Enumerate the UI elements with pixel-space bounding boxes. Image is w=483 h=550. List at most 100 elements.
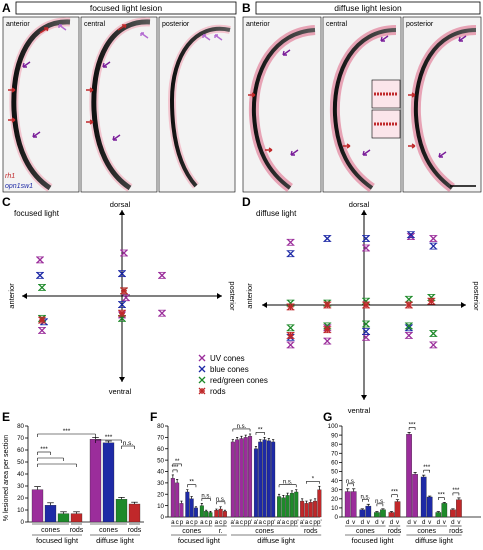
marker-stroke (405, 322, 413, 330)
significance-label: *** (171, 465, 179, 471)
bar (266, 440, 271, 518)
arrow-icon (458, 35, 467, 42)
data-point (405, 301, 413, 309)
bar (185, 491, 190, 518)
data-point (118, 309, 126, 317)
x-tick-label: v (381, 519, 385, 526)
x-tick-label: p (267, 519, 271, 526)
bar (239, 438, 244, 518)
axis-c-ventral: ventral (109, 387, 132, 396)
data-point (405, 322, 413, 330)
x-tick-label: p (209, 519, 213, 526)
x-tick-label: a (305, 519, 309, 526)
arrow-icon (39, 27, 49, 34)
bar (31, 489, 44, 523)
significance-label: *** (40, 446, 48, 453)
chart-e: 0 10 20 30 40 50 60 70 80 *** *** *** n.s. cones rods c… (17, 423, 144, 545)
data-point (38, 316, 46, 324)
bar (208, 512, 213, 518)
panel-a-title-box (15, 1, 237, 15)
bar (300, 500, 305, 518)
bar (277, 496, 282, 518)
panel-e: E % lesioned area per section 0 10 20 30 40 5… (2, 410, 144, 545)
panel-b: B diffuse light lesion anterior central … (242, 1, 482, 193)
marker-stroke (38, 283, 46, 291)
arrow-icon (8, 87, 16, 93)
bar (365, 505, 372, 518)
marker-stroke (407, 231, 415, 239)
label-b-central: central (326, 21, 347, 28)
arrow-icon (265, 147, 273, 153)
legend-marker-icon (198, 365, 206, 373)
x-tick-label: p (223, 519, 227, 526)
data-point (287, 238, 295, 246)
bar (57, 513, 70, 523)
x-tick-label: v (428, 519, 432, 526)
x-tick-label: p (290, 519, 294, 526)
axis-c-dorsal: dorsal (110, 200, 131, 209)
x-tick-label: p (313, 519, 317, 526)
marker-stroke (405, 295, 413, 303)
arrow-right-icon (217, 293, 222, 299)
group-label: rods (70, 527, 84, 534)
data-point (407, 233, 415, 241)
axis-c-posterior: posterior (228, 281, 237, 311)
x-tick-label: v (414, 519, 418, 526)
panel-letter-b: B (242, 1, 251, 15)
bar (218, 508, 223, 518)
marker-stroke (362, 320, 370, 328)
data-point (118, 270, 126, 278)
retina-a1-rpe (11, 19, 71, 191)
legend-item-blue: blue cones (210, 365, 249, 374)
data-point (287, 250, 295, 258)
marker-stroke (287, 238, 295, 246)
significance-label: *** (452, 488, 460, 494)
legend-marker-icon (198, 387, 206, 395)
group-label: r. (219, 528, 223, 535)
panel-d-title: diffuse light (256, 209, 297, 218)
bar (248, 436, 253, 518)
arrow-left-icon (262, 302, 267, 308)
data-point (362, 328, 370, 336)
bar (193, 507, 198, 518)
marker-stroke (362, 244, 370, 252)
bar (262, 439, 267, 518)
label-a-anterior: anterior (6, 21, 30, 28)
marker-stroke (323, 235, 331, 242)
marker-stroke (158, 271, 166, 279)
x-tick-label: d (346, 519, 350, 526)
x-tick-label: d (437, 519, 441, 526)
bar (289, 492, 294, 518)
marker-stroke (122, 294, 130, 302)
bar (426, 496, 433, 518)
y-tick-label: 60 (17, 447, 24, 454)
panel-letter-g: G (323, 410, 332, 424)
legend-label-green: red/green cones (210, 376, 268, 385)
retina-b3-rpe (413, 28, 477, 190)
panel-letter-f: F (150, 410, 157, 424)
x-tick-label: d (361, 519, 365, 526)
bar (304, 503, 309, 518)
panel-letter-c: C (2, 195, 11, 209)
condition-label: focused light (352, 536, 395, 545)
bar (308, 502, 313, 518)
data-point (38, 283, 46, 291)
group-label: rods (128, 527, 142, 534)
arrows-a (8, 24, 223, 141)
bar (313, 500, 318, 518)
marker-stroke (38, 326, 46, 334)
data-point (323, 235, 331, 242)
significance-label: ** (175, 459, 180, 465)
y-tick-label: 70 (157, 435, 164, 442)
bar (441, 503, 448, 518)
retina-a3-rpe (169, 26, 231, 188)
condition-label: diffuse light (415, 536, 454, 545)
arrow-icon (380, 35, 389, 42)
marker-stroke (429, 235, 437, 242)
label-b-posterior: posterior (406, 21, 434, 28)
data-point (287, 303, 295, 311)
bar (374, 512, 380, 518)
data-point (405, 324, 413, 332)
